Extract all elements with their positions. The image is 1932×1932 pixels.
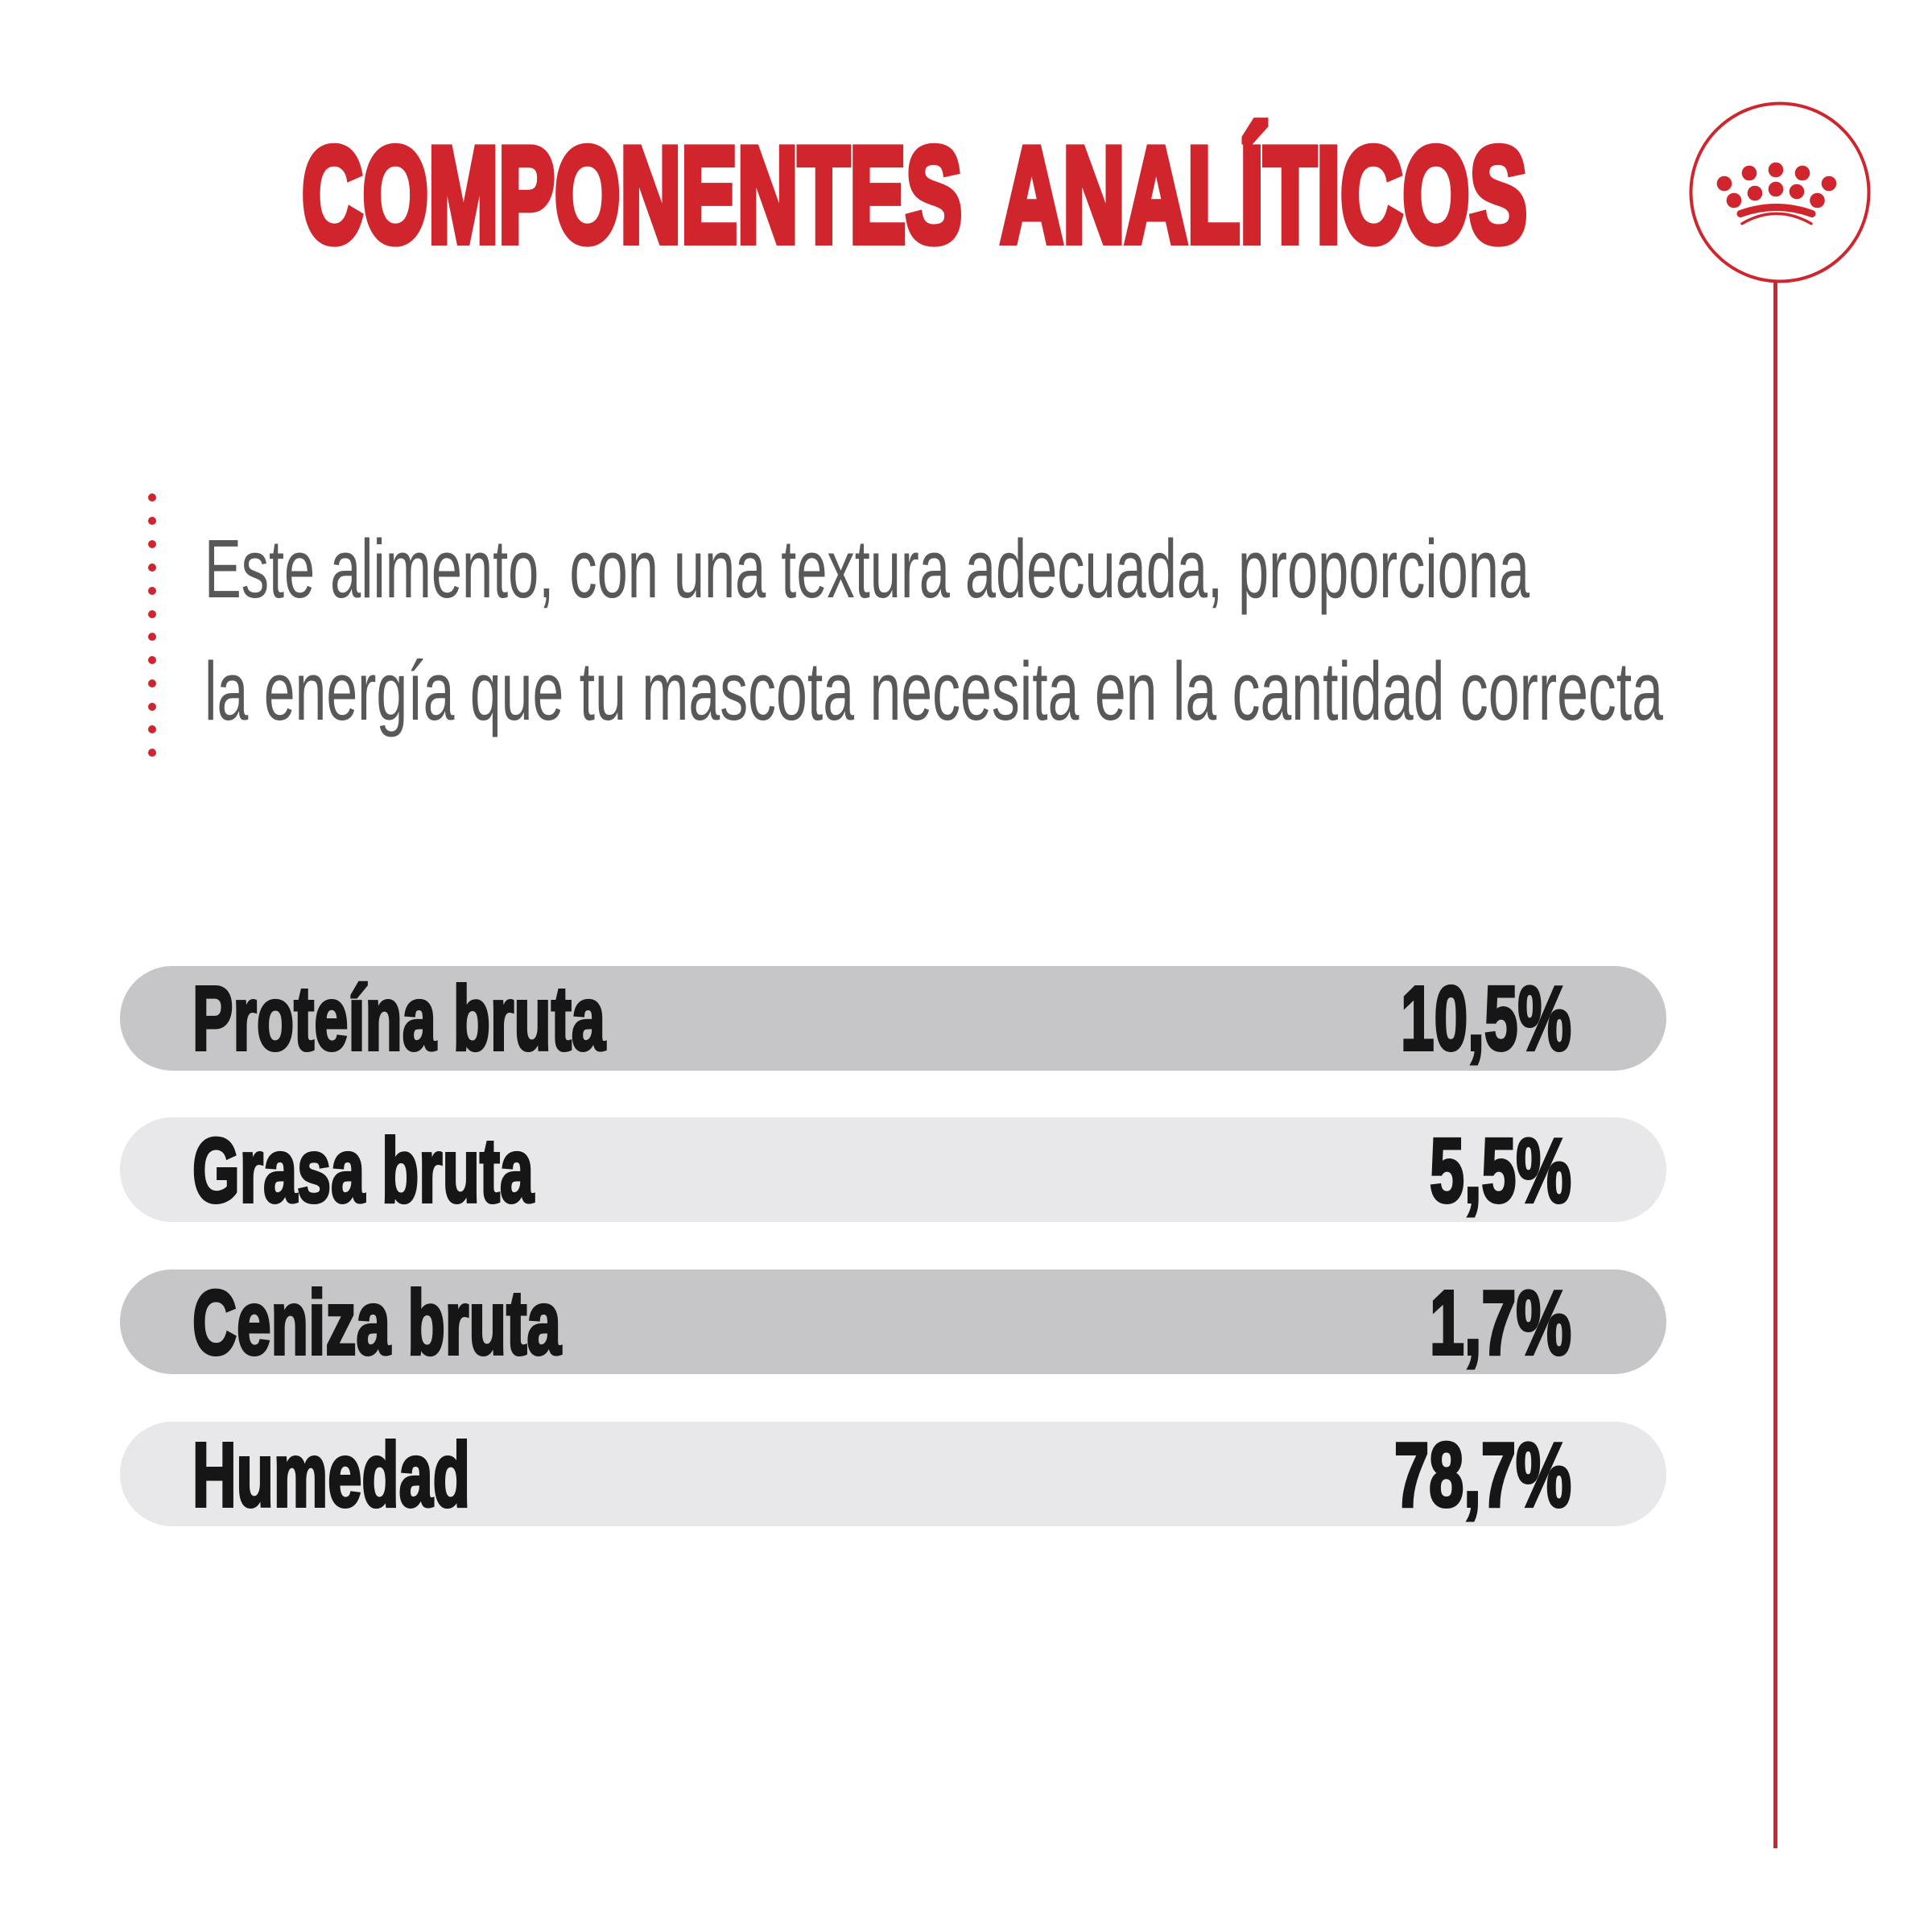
- svg-text:1,7%: 1,7%: [1430, 1272, 1571, 1373]
- svg-text:Proteína bruta: Proteína bruta: [192, 968, 606, 1069]
- svg-text:la energía que tu mascota nece: la energía que tu mascota necesita en la…: [204, 645, 1663, 737]
- svg-text:78,7%: 78,7%: [1394, 1424, 1571, 1525]
- svg-text:10,5%: 10,5%: [1401, 968, 1571, 1069]
- svg-text:5,5%: 5,5%: [1430, 1120, 1571, 1221]
- svg-text:COMPONENTES: COMPONENTES: [302, 119, 962, 270]
- svg-text:Grasa bruta: Grasa bruta: [192, 1120, 535, 1221]
- svg-text:Este alimento, con una textura: Este alimento, con una textura adecuada,…: [204, 522, 1530, 615]
- svg-text:Ceniza bruta: Ceniza bruta: [192, 1272, 562, 1373]
- svg-text:Humedad: Humedad: [192, 1424, 470, 1525]
- svg-text:ANALÍTICOS: ANALÍTICOS: [1001, 119, 1527, 270]
